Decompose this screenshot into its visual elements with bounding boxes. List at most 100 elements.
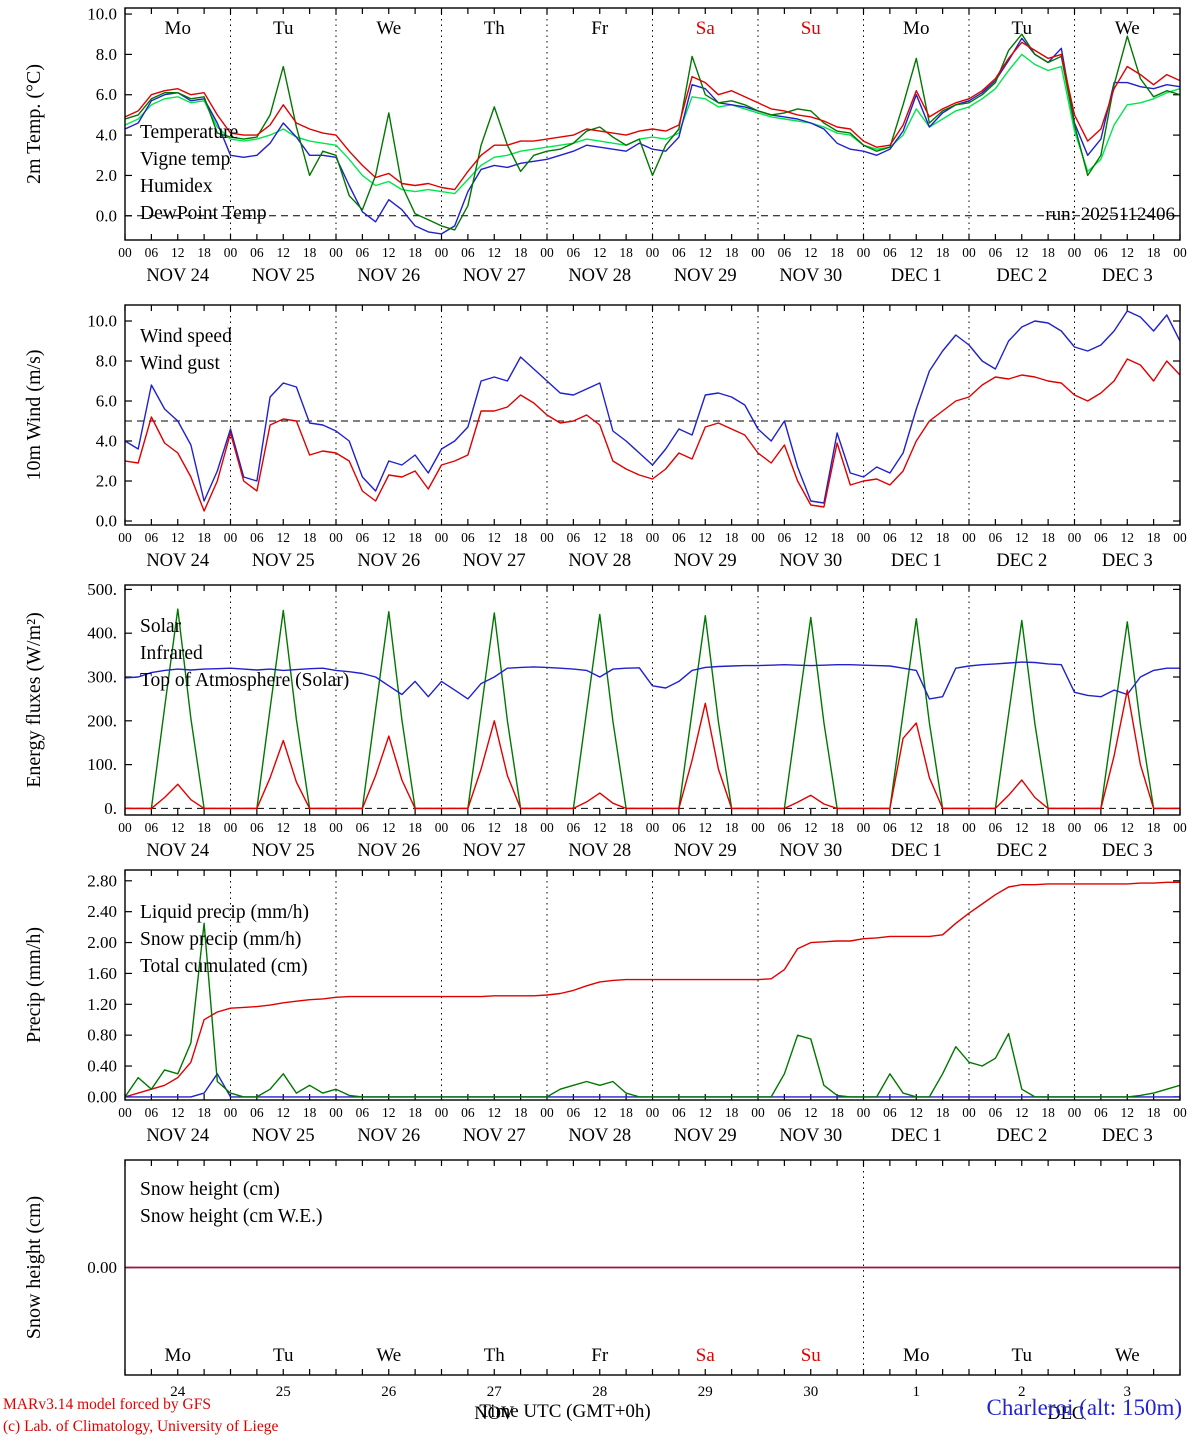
y-tick-label: 6.0 (96, 392, 117, 411)
hour-tick-label: 12 (593, 1105, 607, 1120)
hour-tick-label: 06 (1094, 820, 1108, 835)
hour-tick-label: 12 (1121, 530, 1135, 545)
weekday-label: Fr (591, 18, 609, 39)
y-axis-title: Snow height (cm) (23, 1196, 45, 1339)
hour-tick-label: 18 (197, 820, 211, 835)
hour-tick-label: 12 (910, 820, 924, 835)
y-tick-label: 8.0 (96, 352, 117, 371)
hour-tick-label: 00 (646, 245, 660, 260)
hour-tick-label: 00 (1068, 245, 1082, 260)
date-label: NOV 26 (357, 841, 420, 861)
hour-tick-label: 00 (118, 530, 132, 545)
hour-tick-label: 06 (672, 820, 686, 835)
hour-tick-label: 06 (1094, 1105, 1108, 1120)
hour-tick-label: 00 (435, 1105, 449, 1120)
date-label: NOV 24 (146, 266, 209, 286)
hour-tick-label: 00 (751, 245, 765, 260)
legend-humidex: Humidex (140, 176, 213, 197)
weekday-label: Mo (903, 1345, 929, 1366)
hour-tick-label: 00 (540, 245, 554, 260)
y-tick-label: 200. (87, 711, 117, 730)
hour-tick-label: 06 (567, 1105, 581, 1120)
run-label: run: 2025112406 (1045, 204, 1175, 225)
hour-tick-label: 12 (910, 530, 924, 545)
series-infrared (125, 661, 1180, 700)
weekday-label: Su (801, 1345, 822, 1366)
date-label: NOV 28 (568, 266, 631, 286)
hour-tick-label: 12 (488, 820, 502, 835)
hour-tick-label: 18 (1147, 820, 1161, 835)
hour-tick-label: 12 (171, 1105, 185, 1120)
panel-border (124, 304, 1181, 526)
hour-tick-label: 18 (725, 820, 739, 835)
legend-total-cumulated-cm: Total cumulated (cm) (140, 956, 308, 977)
hour-tick-label: 06 (461, 530, 475, 545)
hour-tick-label: 00 (329, 820, 343, 835)
hour-tick-label: 12 (593, 245, 607, 260)
hour-tick-label: 06 (145, 1105, 159, 1120)
legend-infrared: Infrared (140, 643, 203, 664)
hour-tick-label: 06 (883, 1105, 897, 1120)
date-label: DEC 1 (891, 551, 942, 571)
date-label: NOV 30 (779, 266, 842, 286)
date-label: NOV 30 (779, 841, 842, 861)
series-liquid-precip-mm-h (125, 922, 1180, 1098)
hour-tick-label: 00 (857, 820, 871, 835)
date-label: NOV 26 (357, 1126, 420, 1146)
hour-tick-label: 18 (1041, 245, 1055, 260)
day-number-label: 30 (803, 1384, 818, 1400)
hour-tick-label: 00 (962, 1105, 976, 1120)
hour-tick-label: 12 (1121, 245, 1135, 260)
date-label: NOV 27 (463, 266, 526, 286)
day-number-label: 24 (170, 1384, 186, 1400)
hour-tick-label: 06 (250, 245, 264, 260)
y-tick-label: 0.40 (87, 1057, 117, 1076)
date-label: NOV 30 (779, 1126, 842, 1146)
legend-snow-precip-mm-h: Snow precip (mm/h) (140, 929, 301, 950)
weekday-label: Th (484, 18, 506, 39)
hour-tick-label: 00 (1173, 820, 1187, 835)
date-label: NOV 28 (568, 1126, 631, 1146)
hour-tick-label: 18 (1041, 820, 1055, 835)
hour-tick-label: 18 (1147, 245, 1161, 260)
hour-tick-label: 06 (1094, 245, 1108, 260)
hour-tick-label: 00 (962, 245, 976, 260)
hour-tick-label: 12 (171, 530, 185, 545)
date-label: DEC 2 (996, 841, 1047, 861)
hour-tick-label: 18 (619, 530, 633, 545)
hour-tick-label: 18 (514, 1105, 528, 1120)
date-label: NOV 29 (674, 1126, 737, 1146)
legend-solar: Solar (140, 616, 182, 637)
hour-tick-label: 00 (962, 820, 976, 835)
date-label: NOV 25 (252, 266, 315, 286)
hour-tick-label: 06 (567, 820, 581, 835)
hour-tick-label: 12 (1015, 530, 1029, 545)
date-label: NOV 27 (463, 841, 526, 861)
hour-tick-label: 12 (277, 820, 291, 835)
hour-tick-label: 06 (145, 530, 159, 545)
hour-tick-label: 18 (514, 530, 528, 545)
hour-tick-label: 00 (1173, 245, 1187, 260)
date-label: DEC 1 (891, 841, 942, 861)
series-solar (125, 689, 1180, 810)
weekday-label: Mo (165, 1345, 191, 1366)
hour-tick-label: 00 (540, 820, 554, 835)
hour-tick-label: 18 (619, 245, 633, 260)
hour-tick-label: 06 (778, 820, 792, 835)
hour-tick-label: 18 (830, 820, 844, 835)
hour-tick-label: 00 (962, 530, 976, 545)
precip-panel: 0.00 0.40 0.80 1.20 1.60 2.00 2.40 2.80 00 06 12 18… (23, 869, 1187, 1146)
date-label: NOV 29 (674, 551, 737, 571)
hour-tick-label: 12 (804, 1105, 818, 1120)
hour-tick-label: 12 (593, 820, 607, 835)
date-label: DEC 3 (1102, 266, 1153, 286)
hour-tick-label: 00 (118, 245, 132, 260)
hour-tick-label: 12 (1015, 1105, 1029, 1120)
weekday-label: Mo (165, 18, 191, 39)
hour-tick-label: 12 (804, 820, 818, 835)
y-tick-label: 4.0 (96, 126, 117, 145)
hour-tick-label: 06 (356, 1105, 370, 1120)
date-label: NOV 30 (779, 551, 842, 571)
month-label: NOV (474, 1404, 515, 1424)
